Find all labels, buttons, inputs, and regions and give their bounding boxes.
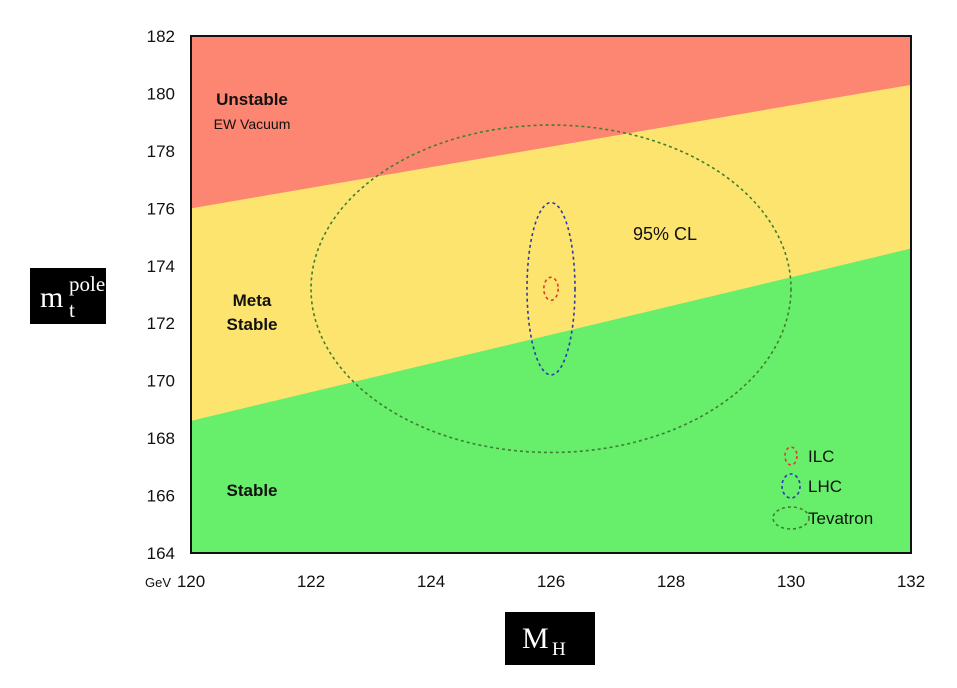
axes: 164 166 168 170 172 174 176 178 180 182 120 122 124 1… bbox=[147, 27, 926, 591]
y-axis-title: m pole t bbox=[30, 268, 106, 324]
legend-label: Tevatron bbox=[808, 509, 873, 528]
plot-area: 95% CL bbox=[191, 36, 911, 553]
svg-text:m: m bbox=[40, 281, 63, 314]
region-labels: Unstable EW Vacuum Meta Stable Stable bbox=[214, 90, 291, 500]
legend-label: ILC bbox=[808, 447, 834, 466]
ellipse-ilc bbox=[542, 276, 559, 302]
y-tick-label: 176 bbox=[147, 199, 175, 218]
y-tick-label: 174 bbox=[147, 257, 175, 276]
x-axis-label-sub: H bbox=[552, 639, 566, 660]
y-tick-label: 180 bbox=[147, 84, 175, 103]
x-axis-unit: GeV bbox=[145, 575, 171, 590]
y-tick-label: 182 bbox=[147, 27, 175, 46]
region-label-line: Unstable bbox=[216, 90, 288, 109]
region-label-meta-stable: Meta Stable bbox=[226, 291, 277, 334]
legend-item-lhc: LHC bbox=[781, 473, 842, 499]
legend-label: LHC bbox=[808, 477, 842, 496]
legend-symbol bbox=[781, 473, 801, 499]
y-tick-label: 170 bbox=[147, 372, 175, 391]
x-tick-label: 130 bbox=[777, 572, 805, 591]
legend-symbol bbox=[784, 446, 798, 466]
region-label-line: Stable bbox=[226, 315, 277, 334]
y-tick-label: 164 bbox=[147, 544, 175, 563]
x-tick-label: 126 bbox=[537, 572, 565, 591]
legend-symbol bbox=[772, 506, 810, 530]
y-axis-label-sup: pole bbox=[69, 272, 105, 296]
annotation-confidence-level: 95% CL bbox=[633, 224, 697, 244]
y-tick-label: 178 bbox=[147, 142, 175, 161]
x-tick-label: 122 bbox=[297, 572, 325, 591]
region-label-line: EW Vacuum bbox=[214, 116, 291, 132]
ellipse-tevatron bbox=[310, 124, 792, 454]
x-tick-label: 128 bbox=[657, 572, 685, 591]
region-label-line: Stable bbox=[226, 481, 277, 500]
legend: ILC LHC Tevatron bbox=[772, 446, 873, 530]
y-axis-label-main: m bbox=[40, 281, 63, 314]
legend-item-ilc: ILC bbox=[784, 446, 834, 466]
region-label-line: Meta bbox=[233, 291, 272, 310]
y-tick-label: 172 bbox=[147, 314, 175, 333]
y-tick-label: 168 bbox=[147, 429, 175, 448]
legend-item-tevatron: Tevatron bbox=[772, 506, 873, 530]
region-unstable bbox=[191, 36, 911, 209]
x-tick-label: 132 bbox=[897, 572, 925, 591]
plot-frame bbox=[190, 35, 912, 554]
region-label-stable: Stable bbox=[226, 481, 277, 500]
ellipse-lhc bbox=[526, 201, 576, 376]
x-tick-label: 120 bbox=[177, 572, 205, 591]
x-axis-label-main: M bbox=[522, 622, 549, 655]
region-label-unstable: Unstable EW Vacuum bbox=[214, 90, 291, 132]
y-axis-label-sub: t bbox=[69, 298, 75, 322]
x-tick-label: 124 bbox=[417, 572, 445, 591]
y-tick-label: 166 bbox=[147, 487, 175, 506]
x-axis-title: M H bbox=[505, 612, 595, 665]
